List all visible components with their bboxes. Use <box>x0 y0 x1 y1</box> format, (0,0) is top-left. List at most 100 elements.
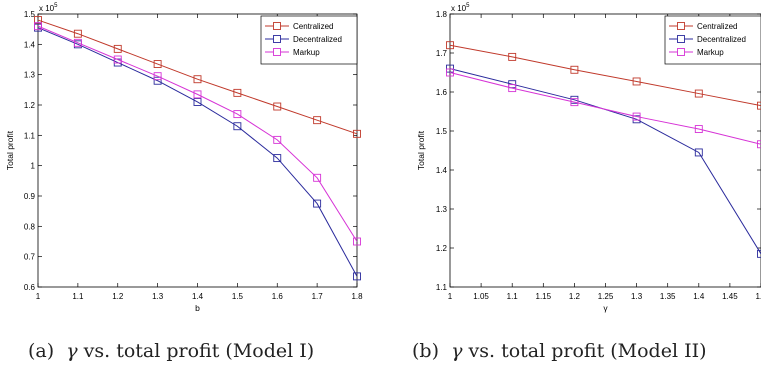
x-tick-label: 1.4 <box>192 292 204 301</box>
series-line-markup <box>449 72 761 145</box>
legend-label-markup: Markup <box>697 48 724 57</box>
x-tick-label: 1.15 <box>536 292 552 301</box>
x-tick-label: 1.1 <box>507 292 519 301</box>
data-point-markup <box>694 125 703 134</box>
y-tick-label: 0.8 <box>24 222 36 231</box>
figure-canvas: 1 1.1 1.2 1.3 1.4 1.5 1.6 1.7 1.80.60.70.80.911.… <box>5 3 761 313</box>
data-point-centralized <box>113 44 122 53</box>
data-point-decentralized <box>694 148 703 157</box>
caption-b-tag: (b) <box>412 340 439 362</box>
y-tick-label: 1.8 <box>436 10 448 19</box>
data-point-centralized <box>632 77 641 86</box>
x-tick-label: 1.4 <box>693 292 705 301</box>
y-axis-label: Total profit <box>5 130 15 170</box>
y-tick-label: 1.3 <box>436 205 448 214</box>
data-point-markup <box>632 112 641 121</box>
y-tick-label: 1.6 <box>436 88 448 97</box>
x-tick-label: 1 <box>448 292 453 301</box>
data-point-centralized <box>757 101 761 110</box>
y-tick-label: 1.4 <box>24 40 36 49</box>
x-tick-label: 1 <box>36 292 41 301</box>
data-point-centralized <box>313 116 322 125</box>
data-point-markup <box>233 110 242 119</box>
caption-a-symbol: γ <box>66 340 78 362</box>
data-point-markup <box>757 140 761 149</box>
data-point-markup <box>273 135 282 144</box>
y-axis-label: Total profit <box>416 130 426 170</box>
legend-label-decentralized: Decentralized <box>697 35 746 44</box>
legend-marker-centralized <box>677 22 685 30</box>
legend-label-markup: Markup <box>293 48 320 57</box>
data-point-decentralized <box>193 98 202 106</box>
x-tick-label: 1.3 <box>152 292 164 301</box>
y-tick-label: 1.2 <box>436 244 448 253</box>
caption-a-text: vs. total profit (Model I) <box>83 340 315 362</box>
y-tick-label: 1.7 <box>436 49 448 58</box>
data-point-decentralized <box>313 199 322 208</box>
x-tick-label: 1.35 <box>660 292 676 301</box>
x-tick-label: 1.25 <box>598 292 614 301</box>
y-multiplier-label: x 105 <box>451 3 470 13</box>
data-point-centralized <box>446 41 454 50</box>
legend-label-centralized: Centralized <box>293 22 333 31</box>
y-tick-label: 1.5 <box>436 127 448 136</box>
y-tick-label: 1.3 <box>24 71 36 80</box>
legend-marker-markup <box>273 48 281 56</box>
chart-model-1: 1 1.1 1.2 1.3 1.4 1.5 1.6 1.7 1.8 0.6 0.7 0.8 0.9 1 1.… <box>5 3 363 313</box>
x-tick-label: 1.3 <box>631 292 643 301</box>
data-point-markup <box>570 98 579 107</box>
data-point-markup <box>73 38 82 47</box>
legend-label-decentralized: Decentralized <box>293 35 342 44</box>
series-line-centralized <box>449 44 761 107</box>
data-point-markup <box>153 72 162 81</box>
caption-a: (a) γ vs. total profit (Model I) <box>28 340 314 362</box>
x-tick-label: 1.6 <box>272 292 284 301</box>
data-point-centralized <box>73 29 82 38</box>
y-multiplier-label: x 105 <box>39 3 58 13</box>
data-point-markup <box>353 237 361 246</box>
data-point-centralized <box>153 60 162 68</box>
legend-label-centralized: Centralized <box>697 22 737 31</box>
data-point-markup <box>113 55 122 64</box>
data-point-decentralized <box>757 249 761 258</box>
series-line-decentralized <box>37 27 358 277</box>
y-tick-label: 1.1 <box>24 131 36 140</box>
series-line-markup <box>37 25 358 242</box>
data-point-markup <box>313 173 322 182</box>
data-point-markup <box>446 68 454 77</box>
caption-b: (b) γ vs. total profit (Model II) <box>412 340 707 362</box>
data-point-decentralized <box>233 122 242 131</box>
data-point-centralized <box>353 129 361 138</box>
caption-b-symbol: γ <box>451 340 463 362</box>
caption-b-text: vs. total profit (Model II) <box>468 340 707 362</box>
y-tick-label: 1.1 <box>436 283 448 292</box>
data-point-centralized <box>193 75 202 84</box>
x-tick-label: 1.5 <box>755 292 761 301</box>
legend-marker-decentralized <box>273 35 281 43</box>
x-tick-label: 1.2 <box>569 292 581 301</box>
data-point-markup <box>508 84 517 93</box>
y-tick-label: 1 <box>31 162 36 171</box>
y-tick-label: 0.9 <box>24 192 36 201</box>
legend-marker-decentralized <box>677 35 685 43</box>
y-tick-label: 0.7 <box>24 253 36 262</box>
y-tick-label: 1.5 <box>24 10 36 19</box>
x-tick-label: 1.45 <box>722 292 738 301</box>
legend-marker-centralized <box>273 22 281 30</box>
series-line-centralized <box>37 19 358 135</box>
y-tick-label: 1.4 <box>436 166 448 175</box>
x-tick-label: 1.7 <box>312 292 324 301</box>
data-point-markup <box>34 22 42 31</box>
data-point-centralized <box>508 52 517 61</box>
data-point-centralized <box>273 102 282 111</box>
data-point-decentralized <box>353 272 361 281</box>
x-tick-label: 1.5 <box>232 292 244 301</box>
data-point-decentralized <box>273 154 282 163</box>
data-point-decentralized <box>153 76 162 85</box>
chart-model-2: 1 1.05 1.1 1.15 1.2 1.25 1.3 1.35 1.4 1.45 1.5 1.1 1… <box>416 3 761 313</box>
x-tick-label: 1.05 <box>473 292 489 301</box>
legend-marker-markup <box>677 48 685 56</box>
caption-a-tag: (a) <box>28 340 55 362</box>
x-tick-label: 1.1 <box>72 292 84 301</box>
x-tick-label: 1.2 <box>112 292 124 301</box>
